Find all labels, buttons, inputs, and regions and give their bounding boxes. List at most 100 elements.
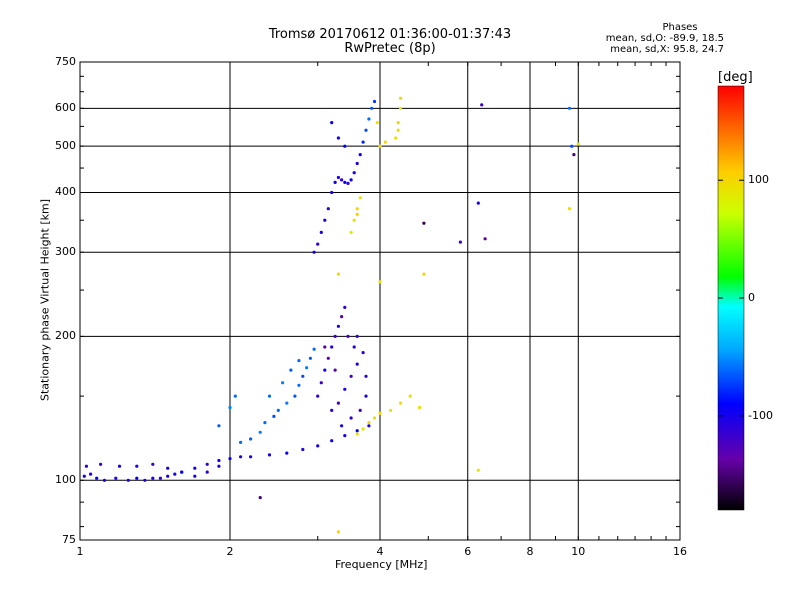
data-point <box>352 171 356 175</box>
data-point <box>330 408 334 412</box>
data-point <box>323 368 327 372</box>
data-point <box>239 455 243 459</box>
y-tick-label: 500 <box>55 139 76 153</box>
data-point <box>349 416 353 420</box>
data-point <box>316 242 320 246</box>
data-point <box>476 201 480 205</box>
data-point <box>336 175 340 180</box>
data-point <box>355 207 359 211</box>
data-point <box>258 430 262 434</box>
y-tick-label: 200 <box>55 329 76 343</box>
data-point <box>570 144 574 148</box>
data-point <box>323 218 327 222</box>
data-point <box>316 444 320 448</box>
data-point <box>358 153 362 157</box>
data-point <box>319 230 323 234</box>
data-point <box>349 178 353 182</box>
data-point <box>364 394 368 398</box>
data-point <box>355 432 359 436</box>
data-point <box>383 140 387 144</box>
colorbar-tick-label: 0 <box>748 291 755 304</box>
data-point <box>205 470 209 474</box>
data-point <box>364 128 368 132</box>
data-point <box>82 474 86 478</box>
data-point <box>193 466 197 470</box>
y-tick-label: 75 <box>62 533 76 546</box>
data-point <box>316 394 320 398</box>
data-point <box>297 359 301 363</box>
data-point <box>417 405 422 410</box>
data-point <box>422 272 426 276</box>
x-tick-label: 1 <box>76 545 84 558</box>
data-point <box>476 468 480 472</box>
data-point <box>289 368 293 372</box>
data-point <box>396 121 400 125</box>
data-point <box>361 351 365 355</box>
data-point <box>480 103 484 107</box>
data-point <box>396 128 400 132</box>
data-point <box>117 464 122 468</box>
data-point <box>352 345 356 349</box>
data-point <box>205 462 209 466</box>
data-point <box>319 381 323 385</box>
data-point <box>281 381 285 385</box>
data-point <box>375 121 379 125</box>
data-point <box>343 305 347 309</box>
x-tick-label: 2 <box>226 545 234 558</box>
data-point <box>89 472 93 476</box>
chart-subtitle: RwPretec (8p) <box>344 41 436 56</box>
data-point <box>166 466 170 470</box>
data-point <box>126 478 130 482</box>
data-point <box>567 106 572 110</box>
data-point <box>336 401 340 405</box>
data-point <box>355 429 359 433</box>
data-point <box>336 530 340 534</box>
data-point <box>340 178 344 182</box>
data-point <box>135 476 139 480</box>
x-tick-label: 6 <box>464 545 472 558</box>
data-point <box>370 106 374 110</box>
x-tick-label: 8 <box>526 545 534 558</box>
chart-title: Tromsø 20170612 01:36:00-01:37:43 <box>268 27 512 42</box>
data-point <box>333 368 337 372</box>
data-point <box>458 240 462 244</box>
colorbar-tick-label: 100 <box>748 173 769 187</box>
data-point <box>367 421 371 425</box>
data-point <box>326 356 330 360</box>
data-point <box>399 401 403 405</box>
legend-x-stats: mean, sd,X: 95.8, 24.7 <box>610 44 724 55</box>
y-axis-label: Stationary phase Virtual Height [km] <box>38 198 52 402</box>
data-point <box>343 434 347 438</box>
data-point <box>151 462 155 466</box>
data-point <box>483 237 487 241</box>
data-point <box>422 221 426 225</box>
data-point <box>349 374 353 378</box>
data-point <box>340 315 344 319</box>
x-axis-label: Frequency [MHz] <box>335 558 428 571</box>
plot-frame <box>79 61 681 541</box>
y-tick-label: 600 <box>55 101 76 115</box>
data-point <box>102 478 107 482</box>
y-tick-label: 100 <box>55 473 76 487</box>
data-point <box>343 180 347 184</box>
data-point <box>193 474 197 478</box>
data-point <box>95 476 99 480</box>
data-point <box>367 117 371 121</box>
data-point <box>355 212 359 216</box>
data-point <box>336 324 340 328</box>
y-tick-label: 400 <box>55 185 76 199</box>
data-point <box>333 334 337 338</box>
data-point <box>276 408 280 412</box>
data-point <box>99 462 103 466</box>
data-point <box>408 394 412 398</box>
y-tick-label: 750 <box>55 55 76 68</box>
data-point <box>333 180 337 184</box>
data-point <box>293 394 297 398</box>
data-point <box>308 356 312 360</box>
data-point <box>272 414 276 418</box>
data-point <box>336 272 340 276</box>
phase-legend: Phases mean, sd,O: -89.9, 18.5 mean, sd,… <box>596 22 724 55</box>
colorbar-label: [deg] <box>718 70 753 85</box>
y-tick-label: 300 <box>55 245 76 259</box>
data-point <box>358 408 362 412</box>
